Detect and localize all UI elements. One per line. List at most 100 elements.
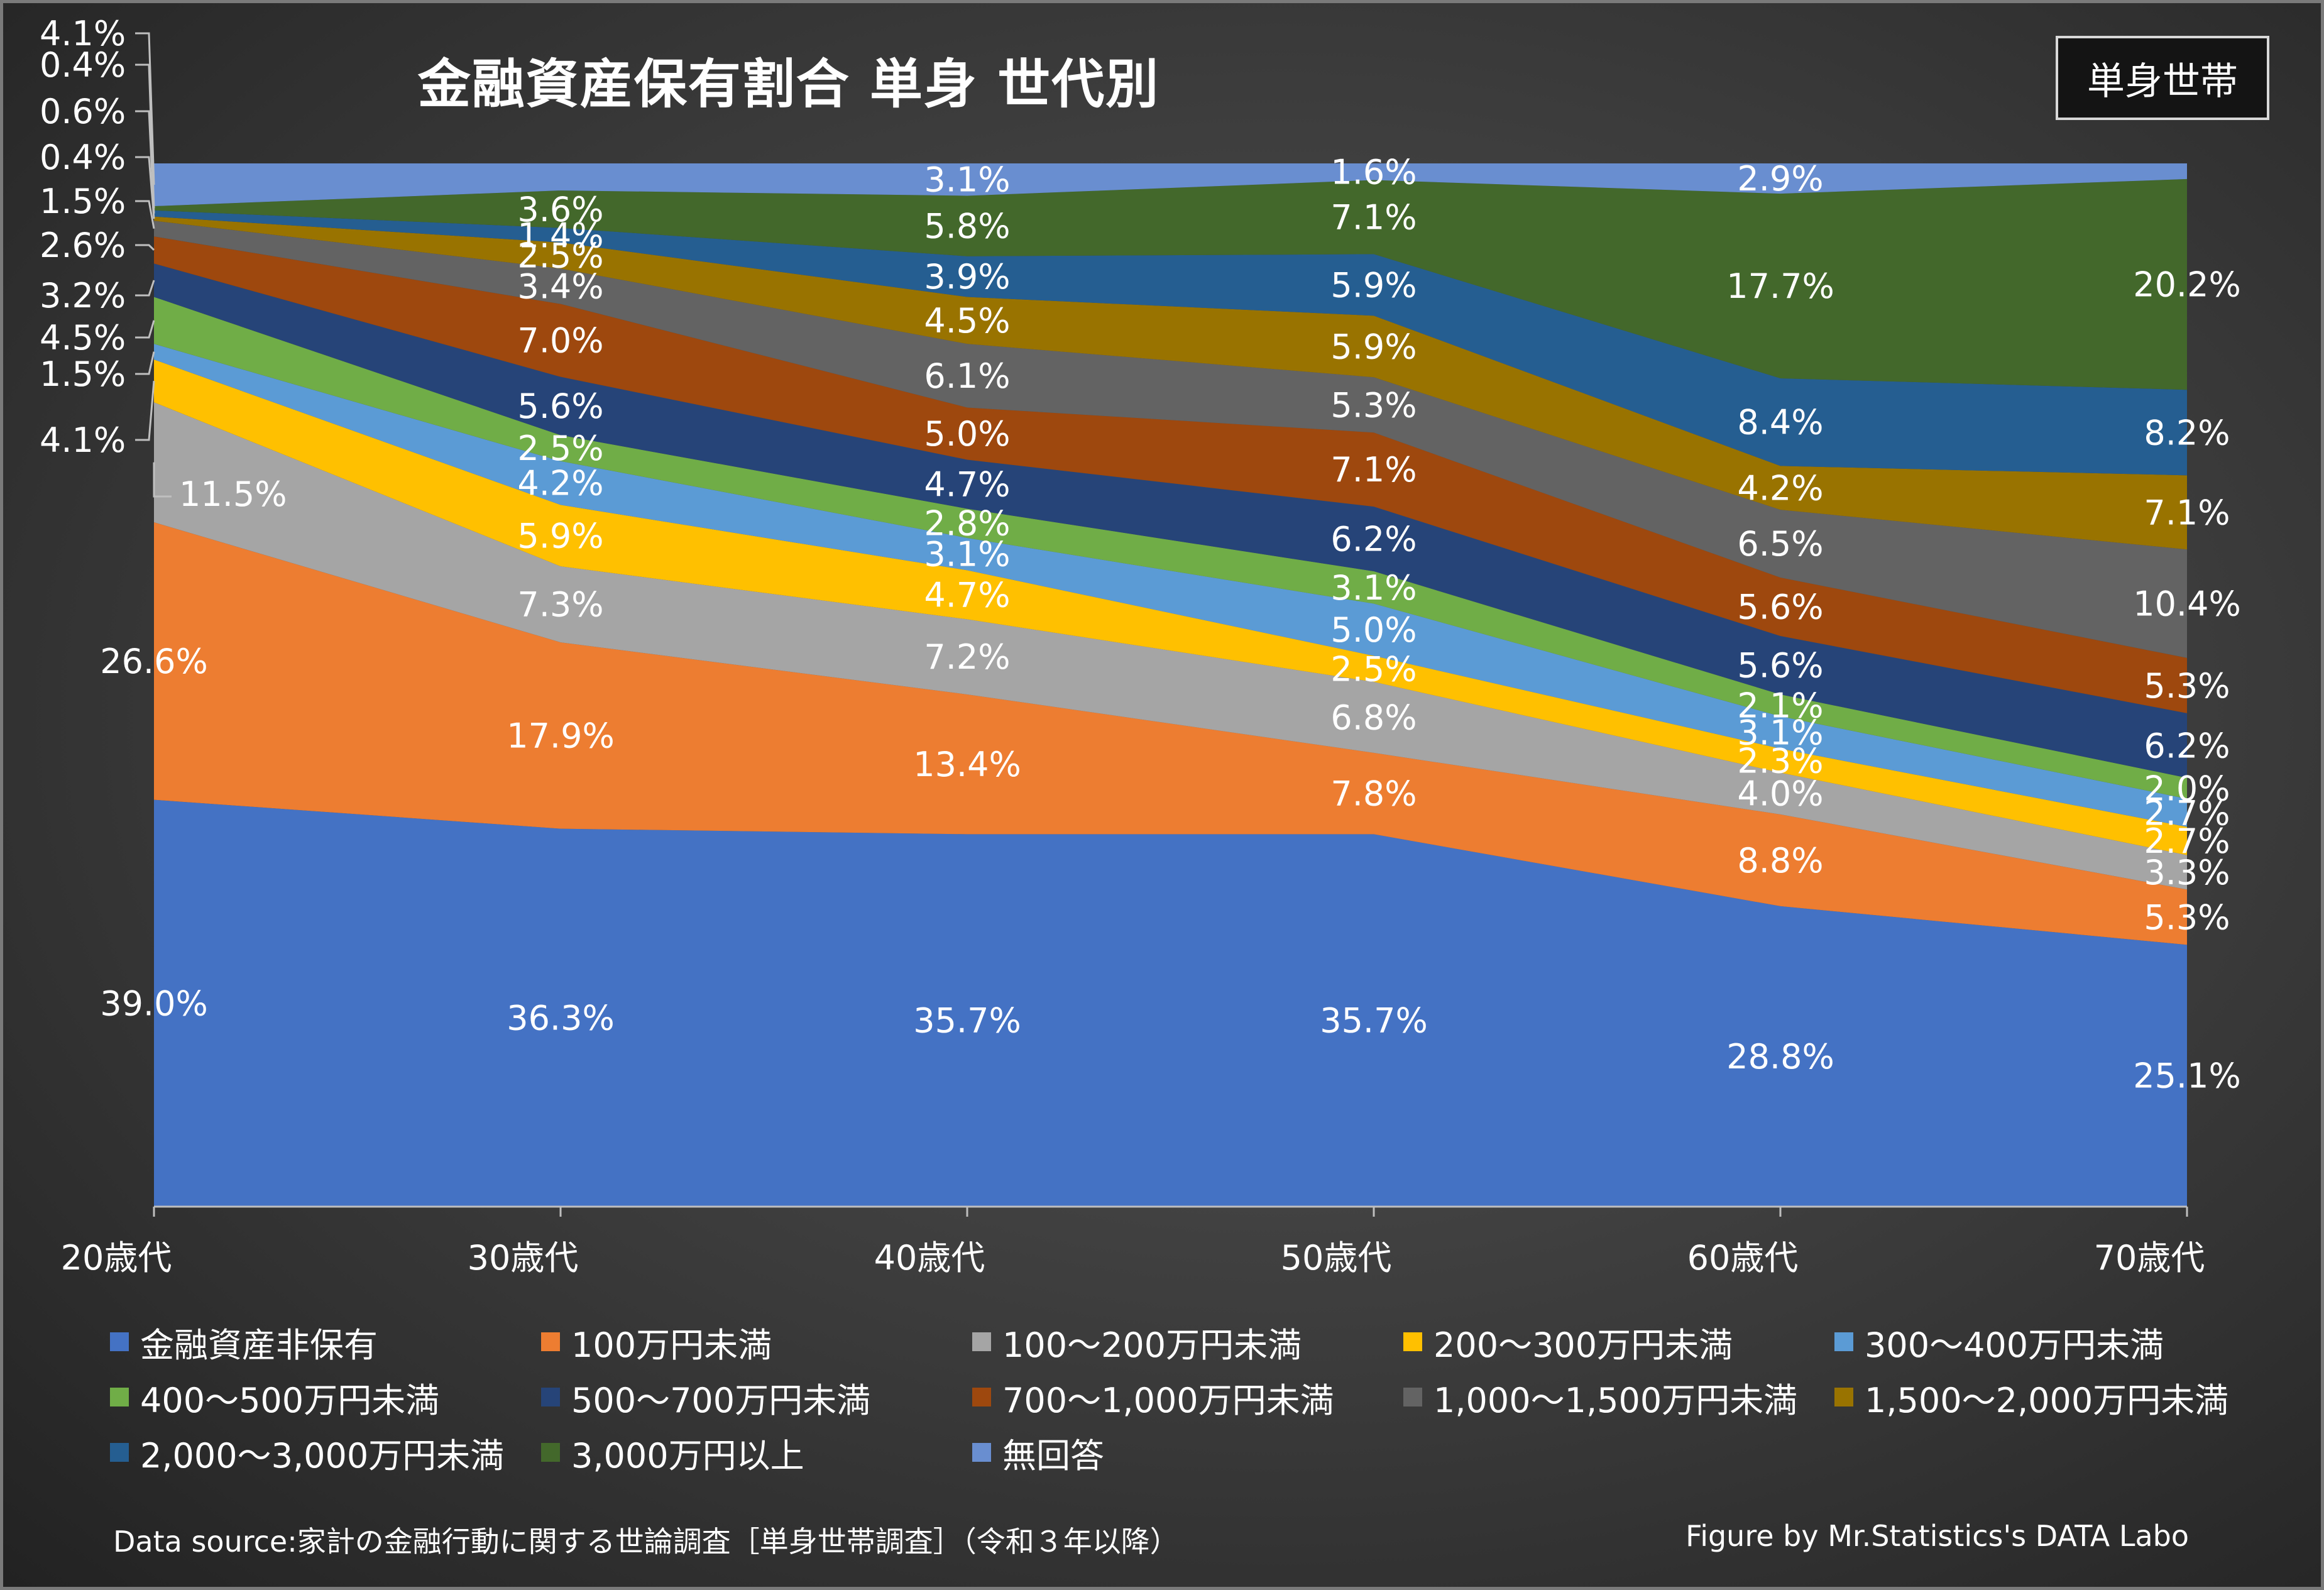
data-label: 7.2%: [924, 637, 1010, 677]
legend-label: 700～1,000万円未満: [1002, 1380, 1334, 1420]
area-series-8: [154, 221, 2187, 658]
legend-label: 100万円未満: [571, 1325, 772, 1365]
household-type-badge: 単身世帯: [2056, 36, 2269, 120]
x-tick-label: 50歳代: [1281, 1238, 1392, 1278]
legend-swatch: [110, 1332, 129, 1351]
data-label: 8.2%: [2144, 413, 2230, 452]
legend-swatch: [110, 1443, 129, 1462]
data-label: 2.6%: [40, 226, 126, 265]
data-label: 2.8%: [924, 504, 1010, 544]
data-label: 5.3%: [2144, 666, 2230, 706]
data-source-note: Data source:家計の金融行動に関する世論調査［単身世帯調査］（令和３年…: [113, 1525, 1179, 1559]
legend-label: 300～400万円未満: [1865, 1325, 2164, 1365]
data-label: 6.2%: [1330, 520, 1417, 559]
legend-item: 400～500万円未満: [110, 1375, 541, 1420]
legend-label: 400～500万円未満: [140, 1380, 440, 1420]
legend-item: 3,000万円以上: [541, 1430, 972, 1476]
data-label: 8.8%: [1737, 841, 1823, 880]
data-label: 4.7%: [924, 575, 1010, 615]
data-label: 6.1%: [924, 356, 1010, 396]
area-series-10: [154, 210, 2187, 476]
series-areas: [154, 163, 2187, 1207]
data-label: 7.1%: [2144, 493, 2230, 532]
data-label: 6.5%: [1737, 524, 1823, 564]
data-label: 0.4%: [40, 45, 126, 85]
data-label: 2.5%: [517, 429, 603, 468]
data-label: 0.6%: [40, 92, 126, 131]
data-label: 7.8%: [1330, 774, 1417, 814]
data-label: 36.3%: [507, 998, 615, 1038]
leader-line: [135, 380, 155, 441]
data-label: 3.4%: [517, 266, 603, 306]
data-label: 5.6%: [1737, 588, 1823, 627]
area-series-11: [154, 178, 2187, 390]
area-series-7: [154, 236, 2187, 713]
data-label: 28.8%: [1726, 1037, 1834, 1077]
data-label: 2.7%: [2144, 821, 2230, 861]
legend-swatch: [541, 1443, 560, 1462]
data-label: 3.2%: [40, 276, 126, 315]
data-label: 13.4%: [913, 745, 1021, 784]
legend-swatch: [972, 1332, 991, 1351]
area-series-12: [154, 163, 2187, 207]
data-label: 5.3%: [2144, 897, 2230, 937]
data-label: 10.4%: [2133, 584, 2241, 624]
x-tick-label: 60歳代: [1687, 1238, 1799, 1278]
area-series-2: [154, 402, 2187, 890]
chart-title: 金融資産保有割合 単身 世代別: [417, 53, 1160, 115]
legend-swatch: [1403, 1388, 1422, 1406]
data-label: 7.1%: [1330, 450, 1417, 490]
legend-item: 1,000～1,500万円未満: [1403, 1375, 1834, 1420]
data-label: 4.5%: [40, 318, 126, 358]
legend-label: 1,500～2,000万円未満: [1865, 1380, 2229, 1420]
data-label: 2.9%: [1737, 159, 1823, 199]
data-label: 5.9%: [1330, 327, 1417, 366]
leader-line: [135, 320, 155, 339]
data-label: 17.7%: [1726, 266, 1834, 306]
legend-item: 100～200万円未満: [972, 1320, 1403, 1365]
data-label: 35.7%: [913, 1001, 1021, 1041]
data-label: 7.3%: [517, 585, 603, 625]
figure-credit: Figure by Mr.Statistics's DATA Labo: [1685, 1519, 2189, 1553]
leader-lines: [135, 32, 172, 498]
data-label: 5.3%: [1330, 385, 1417, 425]
x-axis: 20歳代 30歳代 40歳代 50歳代 60歳代 70歳代: [61, 1205, 2205, 1278]
area-series-5: [154, 297, 2187, 799]
x-tick-label: 40歳代: [874, 1238, 985, 1278]
data-label: 1.5%: [40, 354, 126, 394]
area-series-0: [154, 799, 2187, 1207]
stacked-area-chart: 20歳代 30歳代 40歳代 50歳代 60歳代 70歳代 36.3% 35.7% 35.7%…: [40, 14, 2241, 1278]
data-label: 5.9%: [1330, 265, 1417, 305]
area-series-4: [154, 344, 2187, 827]
legend-label: 金融資産非保有: [140, 1325, 378, 1365]
legend-item: 1,500～2,000万円未満: [1834, 1375, 2266, 1420]
area-series-9: [154, 216, 2187, 550]
data-label: 25.1%: [2133, 1056, 2241, 1096]
area-series-3: [154, 359, 2187, 855]
data-label: 3.3%: [2144, 853, 2230, 892]
leader-line: [135, 351, 155, 375]
data-label: 4.7%: [924, 464, 1010, 504]
legend-swatch: [1834, 1332, 1853, 1351]
legend-item: 金融資産非保有: [110, 1320, 541, 1365]
legend-swatch: [110, 1388, 129, 1406]
data-label: 5.8%: [924, 207, 1010, 246]
data-label: 5.6%: [1737, 645, 1823, 685]
data-label: 1.5%: [40, 182, 126, 221]
data-label: 3.1%: [924, 535, 1010, 574]
data-label: 6.8%: [1330, 698, 1417, 737]
leader-line: [153, 462, 172, 498]
data-label: 3.1%: [924, 160, 1010, 200]
legend-item: 無回答: [972, 1430, 1403, 1476]
legend-item: 2,000～3,000万円未満: [110, 1430, 541, 1476]
area-series-6: [154, 263, 2187, 778]
data-label: 5.0%: [924, 414, 1010, 454]
data-label: 2.5%: [517, 236, 603, 276]
data-label: 2.5%: [1330, 649, 1417, 689]
data-label: 11.5%: [179, 474, 287, 514]
area-series-1: [154, 522, 2187, 945]
legend-swatch: [1403, 1332, 1422, 1351]
leader-line: [135, 280, 155, 297]
data-label: 5.6%: [517, 387, 603, 426]
data-label: 4.2%: [1737, 468, 1823, 508]
